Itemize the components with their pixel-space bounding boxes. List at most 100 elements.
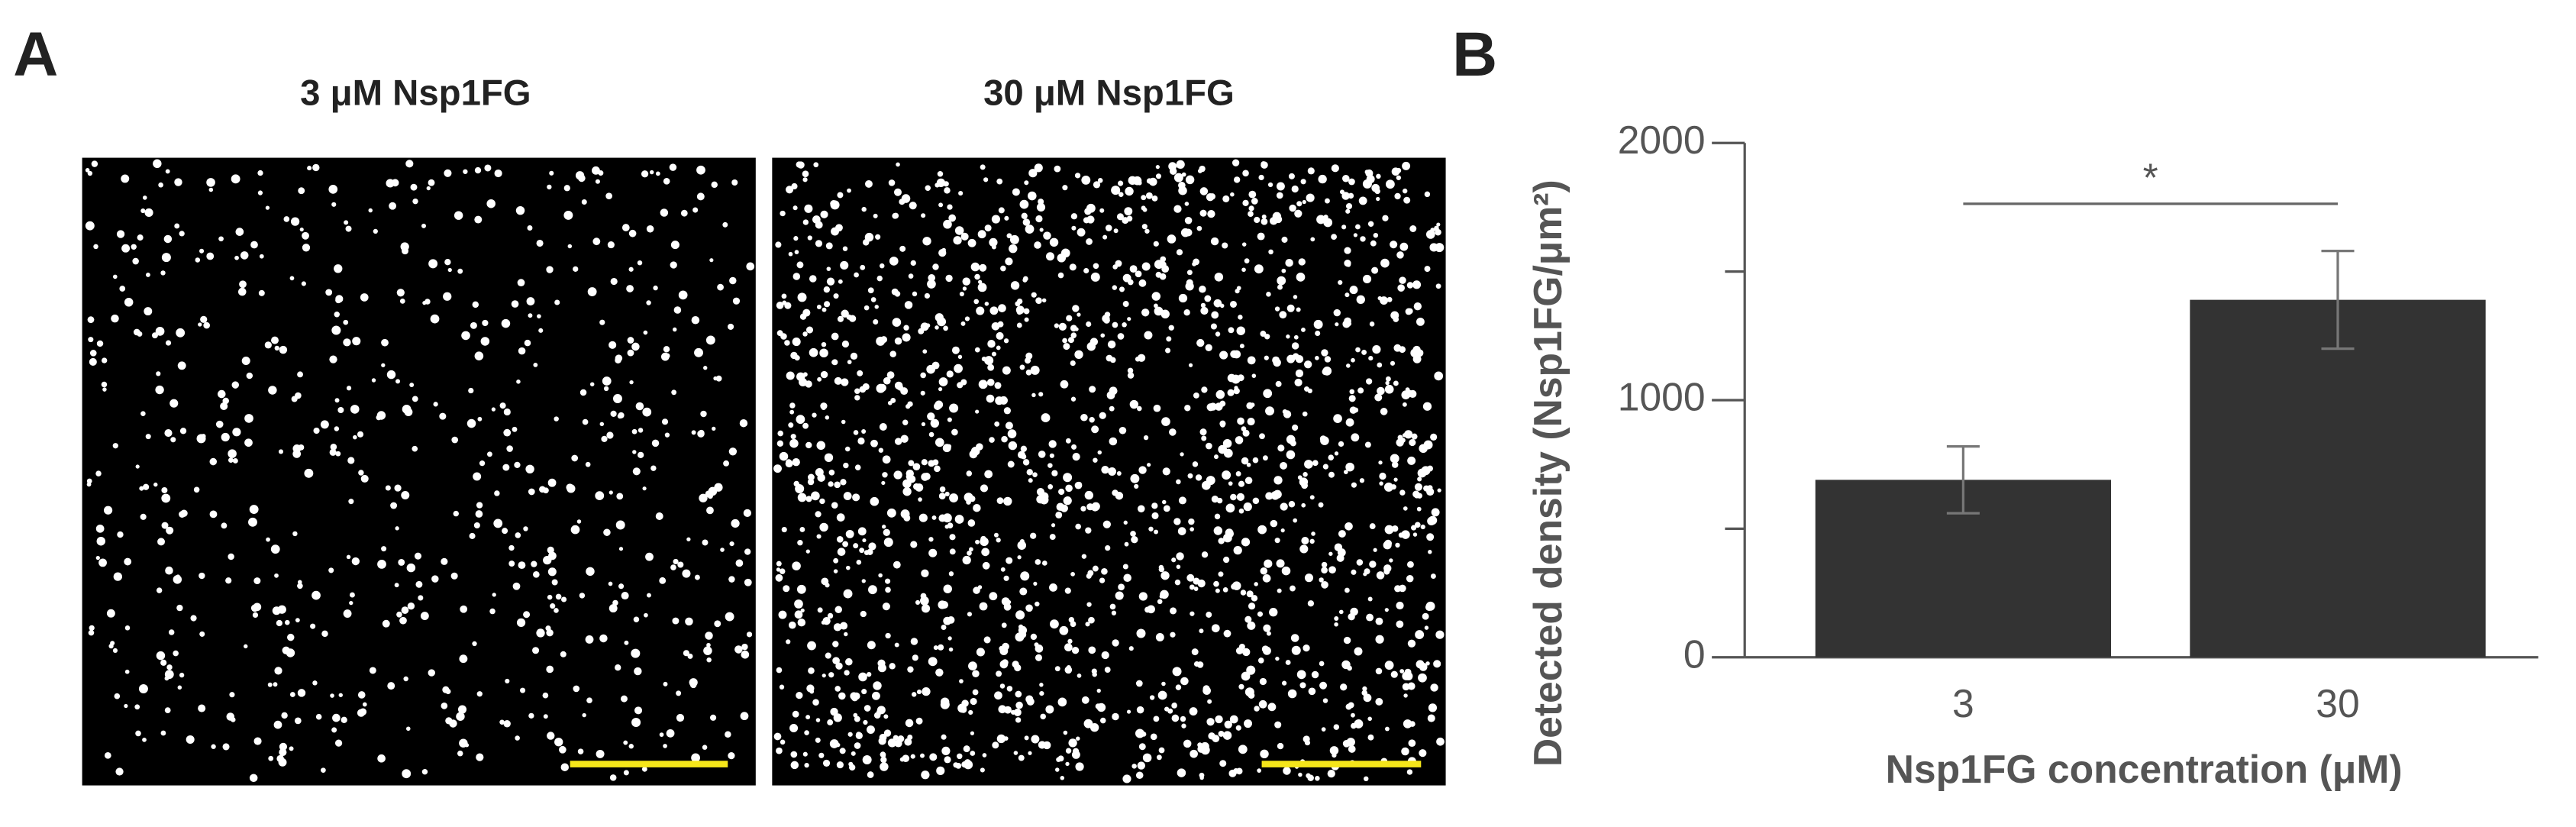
punctum bbox=[809, 689, 815, 694]
punctum bbox=[1111, 186, 1121, 195]
punctum bbox=[124, 557, 132, 566]
punctum bbox=[1424, 266, 1431, 273]
punctum bbox=[702, 539, 709, 546]
punctum bbox=[837, 192, 844, 199]
punctum bbox=[160, 730, 166, 736]
punctum bbox=[904, 738, 912, 746]
punctum bbox=[1160, 309, 1170, 319]
punctum bbox=[106, 609, 115, 618]
punctum bbox=[862, 538, 867, 543]
punctum bbox=[1189, 707, 1198, 716]
punctum bbox=[156, 651, 166, 661]
punctum bbox=[1232, 159, 1240, 166]
punctum bbox=[1077, 312, 1081, 317]
punctum bbox=[433, 402, 438, 407]
punctum bbox=[312, 680, 318, 686]
punctum bbox=[526, 297, 535, 305]
punctum bbox=[920, 372, 926, 379]
punctum bbox=[474, 166, 482, 174]
punctum bbox=[1328, 551, 1333, 556]
punctum bbox=[460, 605, 468, 613]
punctum bbox=[1153, 404, 1161, 412]
punctum bbox=[918, 328, 925, 334]
punctum bbox=[532, 647, 540, 654]
punctum bbox=[325, 289, 333, 296]
punctum bbox=[1017, 541, 1027, 550]
punctum bbox=[915, 599, 921, 605]
punctum bbox=[815, 737, 821, 743]
punctum bbox=[328, 185, 338, 194]
punctum bbox=[1126, 709, 1131, 714]
punctum bbox=[1171, 714, 1180, 722]
punctum bbox=[1024, 180, 1029, 186]
punctum bbox=[349, 592, 355, 598]
punctum bbox=[1424, 625, 1429, 630]
punctum bbox=[1247, 621, 1256, 630]
punctum bbox=[885, 586, 891, 593]
punctum bbox=[1077, 481, 1082, 487]
punctum bbox=[1235, 289, 1240, 294]
punctum bbox=[1076, 736, 1080, 741]
punctum bbox=[329, 355, 337, 363]
punctum bbox=[777, 430, 783, 437]
punctum bbox=[1291, 342, 1299, 350]
punctum bbox=[502, 464, 510, 471]
punctum bbox=[563, 210, 573, 220]
punctum bbox=[248, 517, 257, 527]
punctum bbox=[1399, 276, 1406, 284]
punctum bbox=[834, 686, 841, 692]
punctum bbox=[447, 267, 452, 273]
punctum bbox=[789, 621, 796, 629]
punctum bbox=[1145, 192, 1153, 199]
punctum bbox=[1385, 726, 1390, 732]
punctum bbox=[811, 491, 820, 501]
punctum bbox=[944, 187, 951, 194]
punctum bbox=[1307, 600, 1315, 607]
punctum bbox=[649, 170, 654, 175]
punctum bbox=[976, 648, 985, 657]
punctum bbox=[1243, 502, 1252, 512]
punctum bbox=[928, 460, 935, 467]
punctum bbox=[631, 342, 640, 351]
punctum bbox=[1023, 308, 1030, 315]
punctum bbox=[1261, 161, 1267, 167]
punctum bbox=[1413, 302, 1422, 311]
punctum bbox=[794, 610, 803, 619]
punctum bbox=[1250, 402, 1255, 408]
punctum bbox=[1356, 295, 1365, 304]
punctum bbox=[166, 664, 173, 670]
punctum bbox=[663, 681, 668, 686]
punctum bbox=[1228, 481, 1233, 486]
punctum bbox=[998, 207, 1005, 214]
punctum bbox=[612, 599, 618, 606]
punctum bbox=[1282, 409, 1288, 415]
punctum bbox=[941, 625, 947, 630]
punctum bbox=[809, 275, 817, 283]
punctum bbox=[1201, 551, 1209, 558]
punctum bbox=[1218, 538, 1225, 544]
punctum bbox=[1181, 172, 1186, 177]
punctum bbox=[1049, 534, 1056, 541]
punctum bbox=[1244, 719, 1253, 728]
punctum bbox=[822, 616, 831, 625]
punctum bbox=[95, 524, 105, 533]
punctum bbox=[350, 405, 360, 414]
punctum bbox=[1086, 573, 1092, 579]
punctum bbox=[477, 416, 483, 422]
punctum bbox=[548, 551, 557, 560]
punctum bbox=[1430, 433, 1438, 441]
punctum bbox=[1382, 215, 1389, 221]
punctum bbox=[1298, 258, 1306, 266]
punctum bbox=[1321, 349, 1328, 357]
punctum bbox=[932, 263, 939, 270]
punctum bbox=[1257, 611, 1264, 617]
punctum bbox=[1197, 579, 1206, 588]
punctum bbox=[623, 770, 629, 776]
punctum bbox=[834, 376, 842, 385]
punctum bbox=[857, 370, 864, 376]
punctum bbox=[1390, 360, 1396, 366]
punctum bbox=[980, 538, 989, 546]
punctum bbox=[1361, 349, 1367, 355]
punctum bbox=[1141, 195, 1147, 201]
punctum bbox=[1419, 749, 1427, 758]
